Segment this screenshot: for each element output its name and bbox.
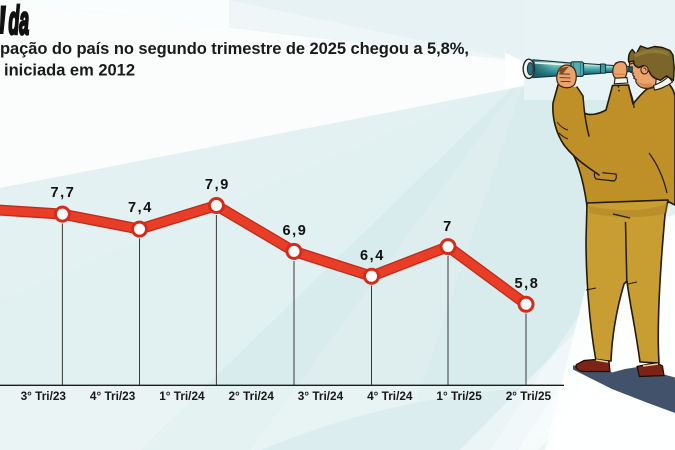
- svg-text:7,9: 7,9: [205, 177, 230, 193]
- svg-text:2° Tri/24: 2° Tri/24: [229, 389, 275, 403]
- svg-text:1° Tri/25: 1° Tri/25: [436, 389, 482, 403]
- svg-text:7,4: 7,4: [128, 200, 153, 216]
- svg-text:4° Tri/23: 4° Tri/23: [90, 389, 136, 403]
- svg-text:2° Tri/25: 2° Tri/25: [506, 389, 552, 403]
- svg-text:6,4: 6,4: [360, 248, 385, 264]
- svg-text:7: 7: [443, 219, 453, 235]
- svg-text:7,7: 7,7: [51, 185, 76, 201]
- svg-text:da: da: [9, 0, 30, 43]
- svg-text:3° Tri/24: 3° Tri/24: [298, 389, 344, 403]
- svg-text:iniciada em 2012: iniciada em 2012: [4, 62, 135, 80]
- svg-text:1° Tri/24: 1° Tri/24: [159, 389, 205, 403]
- svg-text:pação do país no segundo trime: pação do país no segundo trimestre de 20…: [0, 40, 469, 58]
- svg-text:5,8: 5,8: [515, 276, 540, 292]
- svg-text:3° Tri/23: 3° Tri/23: [21, 389, 67, 403]
- svg-text:4° Tri/24: 4° Tri/24: [367, 389, 413, 403]
- svg-text:6,9: 6,9: [283, 223, 308, 239]
